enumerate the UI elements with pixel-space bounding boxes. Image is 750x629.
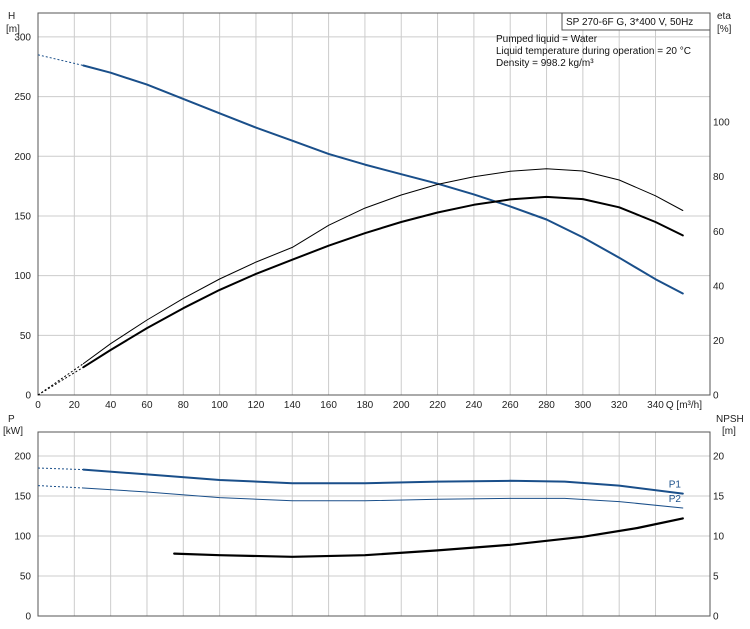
top-panel-frame bbox=[37, 12, 711, 396]
series-3-extrapolation-line bbox=[37, 366, 84, 396]
flow-axis-tick-label: 100 bbox=[211, 400, 228, 411]
bottom-panel-frame bbox=[37, 431, 711, 617]
series-2-curve bbox=[82, 168, 684, 365]
flow-axis-tick-label: 340 bbox=[647, 400, 664, 411]
left-axis-tick-label: 150 bbox=[14, 211, 31, 222]
right-axis-tick-label: 60 bbox=[713, 227, 725, 238]
flow-axis-tick-label: 160 bbox=[320, 400, 337, 411]
right-axis-tick-label: 0 bbox=[713, 612, 719, 623]
chart-title: SP 270-6F G, 3*400 V, 50Hz bbox=[566, 17, 693, 28]
bottom-panel-gridlines bbox=[38, 432, 710, 616]
right-axis-tick-label: 0 bbox=[713, 391, 719, 402]
flow-axis-tick-label: 240 bbox=[466, 400, 483, 411]
power-axis-unit: [kW] bbox=[3, 426, 23, 437]
p2-curve bbox=[82, 487, 684, 509]
chart-title-box: SP 270-6F G, 3*400 V, 50Hz bbox=[561, 12, 711, 31]
right-axis-tick-label: 80 bbox=[713, 172, 725, 183]
top-panel-tick-labels: 0 50 100 150 200 250 300 0 20 40 60 80 100 0 20 40 60 80 1… bbox=[14, 32, 730, 411]
top-panel-curves bbox=[37, 54, 684, 396]
left-axis-tick-label: 200 bbox=[14, 152, 31, 163]
flow-axis-tick-label: 280 bbox=[538, 400, 555, 411]
annotation-density: Density = 998.2 kg/m³ bbox=[496, 58, 594, 69]
p1-curve-label: P1 bbox=[669, 480, 682, 491]
right-axis-tick-label: 5 bbox=[713, 572, 719, 583]
annotation-pumped-liquid: Pumped liquid = Water bbox=[496, 34, 598, 45]
flow-axis-tick-label: 20 bbox=[69, 400, 81, 411]
annotation-liquid-temperature: Liquid temperature during operation = 20… bbox=[496, 46, 691, 57]
series-2-extrapolation-line bbox=[37, 363, 84, 396]
series-3-curve bbox=[82, 195, 684, 369]
right-axis-tick-label: 40 bbox=[713, 281, 725, 292]
flow-axis-tick-label: 120 bbox=[248, 400, 265, 411]
p1-curve bbox=[82, 468, 684, 495]
bottom-panel-tick-labels: 0 50 100 150 200 0 5 10 15 20 bbox=[14, 452, 724, 623]
flow-axis-label: Q [m³/h] bbox=[666, 400, 702, 411]
flow-axis-tick-label: 260 bbox=[502, 400, 519, 411]
left-axis-tick-label: 0 bbox=[25, 612, 31, 623]
p2-extrapolation-line bbox=[37, 485, 84, 489]
flow-axis-tick-label: 300 bbox=[575, 400, 592, 411]
left-axis-tick-label: 50 bbox=[20, 572, 32, 583]
eta-axis-unit: [%] bbox=[717, 24, 732, 35]
left-axis-tick-label: 100 bbox=[14, 271, 31, 282]
flow-axis-tick-label: 180 bbox=[357, 400, 374, 411]
head-axis-label: H bbox=[8, 11, 15, 22]
left-axis-tick-label: 150 bbox=[14, 492, 31, 503]
flow-axis-tick-label: 200 bbox=[393, 400, 410, 411]
p1-extrapolation-line bbox=[37, 467, 84, 471]
flow-axis-tick-label: 140 bbox=[284, 400, 301, 411]
left-axis-tick-label: 100 bbox=[14, 532, 31, 543]
top-panel-gridlines bbox=[38, 13, 710, 395]
left-axis-tick-label: 0 bbox=[25, 391, 31, 402]
flow-axis-tick-label: 40 bbox=[105, 400, 117, 411]
right-axis-tick-label: 10 bbox=[713, 532, 725, 543]
right-axis-tick-label: 15 bbox=[713, 492, 725, 503]
title-box-border bbox=[561, 12, 711, 31]
right-axis-tick-label: 100 bbox=[713, 118, 730, 129]
left-axis-tick-label: 300 bbox=[14, 32, 31, 43]
flow-axis-tick-label: 320 bbox=[611, 400, 628, 411]
left-axis-tick-label: 250 bbox=[14, 92, 31, 103]
series-1-curve bbox=[82, 64, 684, 295]
right-axis-tick-label: 20 bbox=[713, 452, 725, 463]
npsh-axis-label: NPSH bbox=[716, 414, 744, 425]
eta-axis-label: eta bbox=[717, 11, 731, 22]
series-3-curve bbox=[173, 517, 684, 558]
head-axis-unit: [m] bbox=[6, 24, 20, 35]
flow-axis-tick-label: 0 bbox=[35, 400, 41, 411]
npsh-axis-unit: [m] bbox=[722, 426, 736, 437]
flow-axis-tick-label: 60 bbox=[141, 400, 153, 411]
p2-curve-label: P2 bbox=[669, 494, 682, 505]
left-axis-tick-label: 200 bbox=[14, 452, 31, 463]
left-axis-tick-label: 50 bbox=[20, 331, 32, 342]
right-axis-tick-label: 20 bbox=[713, 336, 725, 347]
flow-axis-tick-label: 80 bbox=[178, 400, 190, 411]
flow-axis-tick-label: 220 bbox=[429, 400, 446, 411]
power-axis-label: P bbox=[8, 414, 15, 425]
